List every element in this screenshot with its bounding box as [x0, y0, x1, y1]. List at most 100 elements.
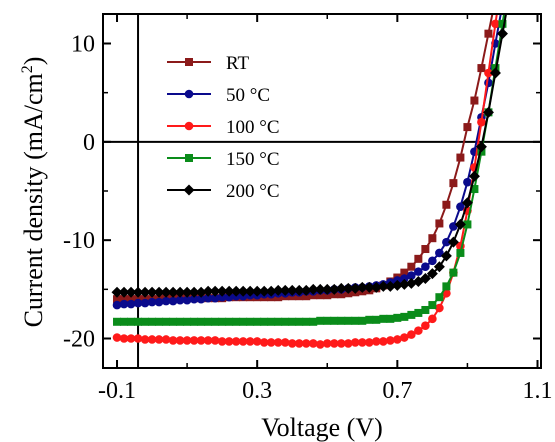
zero-reference-lines [103, 14, 541, 368]
legend-marker [185, 58, 193, 66]
axis-ticks: -0.1 0.3 0.7 1.1 -20 -10 0 10 [63, 14, 552, 404]
data-point [188, 286, 200, 298]
data-point [252, 337, 262, 346]
data-point [238, 337, 248, 346]
y-tick-label: -10 [63, 228, 95, 254]
data-point [400, 333, 409, 342]
data-point [237, 285, 249, 297]
data-point [140, 335, 150, 344]
data-point [421, 245, 430, 254]
y-axis-title-main: Current density (mA/cm [19, 73, 48, 327]
y-axis-title-end: ) [19, 57, 48, 66]
data-point [400, 268, 409, 277]
data-point [433, 261, 445, 273]
data-point [279, 284, 291, 296]
data-point [428, 301, 437, 310]
data-point [210, 336, 220, 345]
data-point [426, 268, 438, 280]
data-point [139, 286, 151, 298]
data-point [470, 96, 479, 105]
data-point [470, 185, 479, 194]
data-point [414, 308, 423, 317]
data-point [461, 197, 473, 209]
x-axis-title: Voltage (V) [261, 413, 383, 442]
data-point [111, 286, 123, 298]
x-tick-label: 0.3 [242, 378, 272, 404]
data-point [223, 285, 235, 297]
data-point [293, 284, 305, 296]
data-point [302, 317, 311, 326]
data-point [267, 317, 276, 326]
data-point [224, 337, 234, 346]
data-point [181, 286, 193, 298]
data-point [133, 334, 143, 343]
data-point [463, 177, 472, 187]
data-point [300, 284, 312, 296]
data-point [456, 248, 465, 257]
data-point [125, 286, 137, 298]
data-point [274, 317, 283, 326]
legend-label: 150 °C [226, 149, 280, 170]
data-point [265, 285, 277, 297]
data-point [323, 316, 332, 325]
data-point [463, 123, 472, 132]
data-point [182, 295, 192, 305]
data-point [442, 282, 451, 291]
data-point [295, 317, 304, 326]
data-point [154, 297, 164, 307]
data-point [484, 68, 493, 78]
data-point [407, 271, 416, 280]
data-point [169, 317, 178, 326]
data-point [141, 317, 150, 326]
data-point [294, 339, 304, 348]
data-point [197, 317, 206, 326]
data-point [491, 19, 500, 29]
data-point [314, 283, 326, 295]
data-point [183, 317, 192, 326]
data-point [118, 286, 130, 298]
data-point [372, 337, 381, 346]
data-point [489, 67, 501, 79]
data-point [428, 234, 437, 243]
data-point [203, 336, 213, 345]
data-point [400, 312, 409, 321]
data-point [384, 280, 396, 292]
legend-entry: 200 °C [167, 181, 280, 202]
data-point [175, 336, 185, 345]
data-point [161, 335, 171, 344]
data-point [407, 262, 416, 271]
data-point [350, 338, 360, 347]
legend-marker [184, 89, 194, 99]
data-point [133, 298, 143, 308]
data-point [428, 314, 437, 324]
data-point [127, 295, 136, 304]
data-point [379, 337, 388, 346]
legend-entry: 150 °C [167, 149, 280, 170]
data-point [176, 317, 185, 326]
data-point [419, 273, 431, 285]
series-1 [112, 14, 502, 310]
data-point [475, 141, 487, 153]
y-tick-label: -20 [63, 327, 95, 353]
x-tick-label: 1.1 [522, 378, 552, 404]
data-point [162, 317, 171, 326]
data-point [440, 250, 452, 262]
data-point [288, 317, 297, 326]
data-point [211, 317, 220, 326]
data-point [477, 117, 486, 127]
legend-label: 100 °C [226, 117, 280, 138]
series-layer [111, 14, 508, 349]
data-point [120, 295, 129, 304]
data-point [400, 274, 409, 283]
data-point [482, 106, 494, 118]
data-point [447, 236, 459, 248]
legend-marker [183, 184, 195, 196]
data-point [147, 335, 157, 344]
data-point [477, 64, 486, 73]
data-point [335, 282, 347, 294]
data-point [189, 294, 199, 304]
data-point [421, 305, 430, 314]
data-point [230, 285, 242, 297]
x-tick-label: -0.1 [98, 378, 136, 404]
data-point [309, 317, 318, 326]
